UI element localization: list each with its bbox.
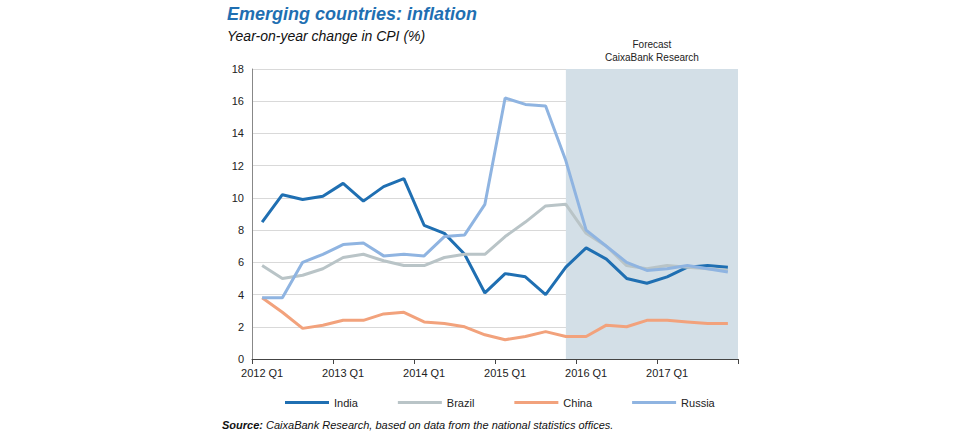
svg-text:2016 Q1: 2016 Q1 bbox=[565, 367, 607, 379]
svg-text:2017 Q1: 2017 Q1 bbox=[646, 367, 688, 379]
svg-text:16: 16 bbox=[232, 95, 244, 107]
svg-text:12: 12 bbox=[232, 160, 244, 172]
svg-text:8: 8 bbox=[238, 224, 244, 236]
svg-text:2: 2 bbox=[238, 321, 244, 333]
svg-text:2012 Q1: 2012 Q1 bbox=[241, 367, 283, 379]
svg-text:4: 4 bbox=[238, 289, 244, 301]
svg-text:2015 Q1: 2015 Q1 bbox=[484, 367, 526, 379]
svg-text:6: 6 bbox=[238, 256, 244, 268]
svg-text:18: 18 bbox=[232, 63, 244, 75]
svg-text:2013 Q1: 2013 Q1 bbox=[322, 367, 364, 379]
svg-text:14: 14 bbox=[232, 127, 244, 139]
svg-text:CaixaBank Research: CaixaBank Research bbox=[605, 52, 699, 63]
svg-text:Brazil: Brazil bbox=[447, 397, 475, 409]
svg-text:Forecast: Forecast bbox=[632, 39, 671, 50]
svg-text:Year-on-year change in CPI (%): Year-on-year change in CPI (%) bbox=[227, 28, 425, 44]
svg-text:CaixaBank Research, based on d: CaixaBank Research, based on data from t… bbox=[263, 419, 613, 431]
svg-text:China: China bbox=[563, 397, 593, 409]
svg-text:0: 0 bbox=[238, 353, 244, 365]
svg-text:Emerging countries: inflation: Emerging countries: inflation bbox=[227, 4, 477, 24]
svg-text:Source:: Source: bbox=[222, 419, 263, 431]
svg-text:India: India bbox=[334, 397, 359, 409]
svg-text:Russia: Russia bbox=[681, 397, 716, 409]
svg-text:2014 Q1: 2014 Q1 bbox=[403, 367, 445, 379]
svg-text:10: 10 bbox=[232, 192, 244, 204]
